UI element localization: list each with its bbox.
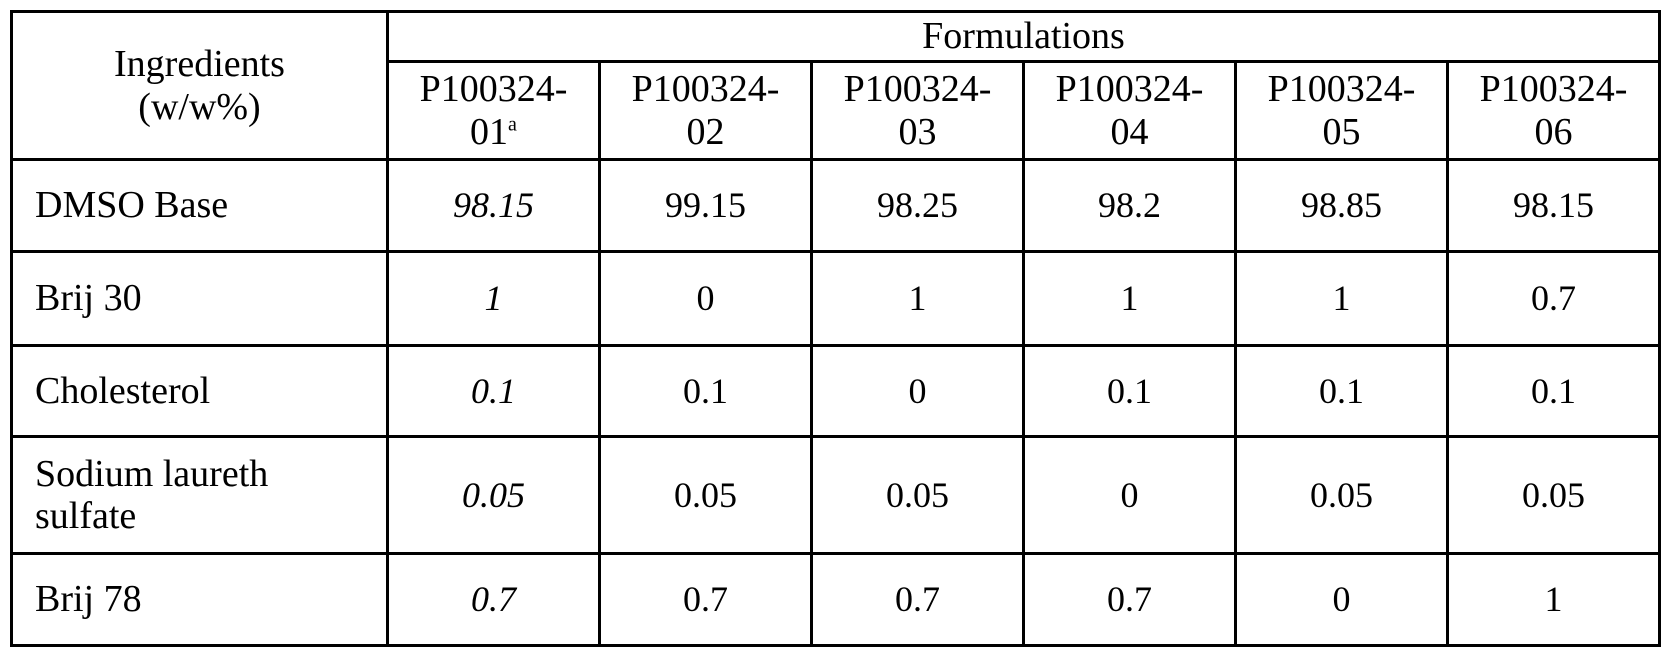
value-cell: 0.05 bbox=[812, 437, 1024, 554]
value-cell: 98.25 bbox=[812, 160, 1024, 252]
value-cell: 0.05 bbox=[1448, 437, 1660, 554]
value-cell: 98.15 bbox=[1448, 160, 1660, 252]
ingredients-header-line2: (w/w%) bbox=[17, 86, 382, 129]
table-row-dmso-base: DMSO Base 98.15 99.15 98.25 98.2 98.85 9… bbox=[12, 160, 1660, 252]
value-cell: 98.85 bbox=[1236, 160, 1448, 252]
value-cell: 0 bbox=[812, 345, 1024, 437]
value-cell: 1 bbox=[812, 251, 1024, 345]
value-cell: 0 bbox=[1024, 437, 1236, 554]
value-cell: 1 bbox=[388, 251, 600, 345]
value-cell: 0.1 bbox=[600, 345, 812, 437]
value-cell: 1 bbox=[1024, 251, 1236, 345]
value-cell: 0.7 bbox=[1448, 251, 1660, 345]
value-cell: 0.05 bbox=[388, 437, 600, 554]
column-header-p100324-06: P100324- 06 bbox=[1448, 62, 1660, 160]
column-header-p100324-02: P100324- 02 bbox=[600, 62, 812, 160]
table-row-cholesterol: Cholesterol 0.1 0.1 0 0.1 0.1 0.1 bbox=[12, 345, 1660, 437]
column-header-p100324-01: P100324- 01a bbox=[388, 62, 600, 160]
ingredients-header-line1: Ingredients bbox=[17, 43, 382, 86]
value-cell: 98.15 bbox=[388, 160, 600, 252]
table-row-brij-30: Brij 30 1 0 1 1 1 0.7 bbox=[12, 251, 1660, 345]
ingredient-name: Cholesterol bbox=[12, 345, 388, 437]
ingredient-name: Sodium laureth sulfate bbox=[12, 437, 388, 554]
column-header-p100324-04: P100324- 04 bbox=[1024, 62, 1236, 160]
ingredient-name: Brij 78 bbox=[12, 554, 388, 646]
table-row-brij-78: Brij 78 0.7 0.7 0.7 0.7 0 1 bbox=[12, 554, 1660, 646]
value-cell: 0.05 bbox=[600, 437, 812, 554]
value-cell: 0.1 bbox=[388, 345, 600, 437]
formulations-table: Ingredients (w/w%) Formulations P100324-… bbox=[10, 10, 1661, 647]
value-cell: 1 bbox=[1448, 554, 1660, 646]
table-row-sodium-laureth-sulfate: Sodium laureth sulfate 0.05 0.05 0.05 0 … bbox=[12, 437, 1660, 554]
value-cell: 1 bbox=[1236, 251, 1448, 345]
value-cell: 0.7 bbox=[388, 554, 600, 646]
footnote-marker: a bbox=[508, 113, 517, 135]
formulations-header: Formulations bbox=[388, 12, 1660, 62]
value-cell: 0.1 bbox=[1448, 345, 1660, 437]
value-cell: 99.15 bbox=[600, 160, 812, 252]
value-cell: 0.1 bbox=[1236, 345, 1448, 437]
value-cell: 0.7 bbox=[600, 554, 812, 646]
value-cell: 0 bbox=[600, 251, 812, 345]
value-cell: 98.2 bbox=[1024, 160, 1236, 252]
column-header-p100324-05: P100324- 05 bbox=[1236, 62, 1448, 160]
value-cell: 0.7 bbox=[1024, 554, 1236, 646]
column-header-p100324-03: P100324- 03 bbox=[812, 62, 1024, 160]
ingredients-header: Ingredients (w/w%) bbox=[12, 12, 388, 160]
header-row-top: Ingredients (w/w%) Formulations bbox=[12, 12, 1660, 62]
value-cell: 0.05 bbox=[1236, 437, 1448, 554]
value-cell: 0.1 bbox=[1024, 345, 1236, 437]
value-cell: 0 bbox=[1236, 554, 1448, 646]
value-cell: 0.7 bbox=[812, 554, 1024, 646]
ingredient-name: Brij 30 bbox=[12, 251, 388, 345]
ingredient-name: DMSO Base bbox=[12, 160, 388, 252]
